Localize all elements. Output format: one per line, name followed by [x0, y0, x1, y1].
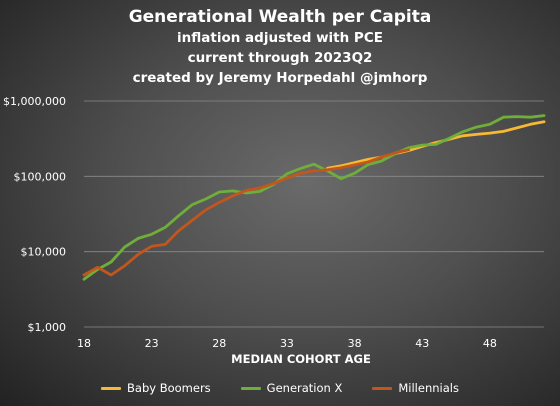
legend-label-generation-x: Generation X	[266, 381, 343, 395]
x-tick-label: 18	[77, 337, 91, 350]
legend-label-millennials: Millennials	[398, 381, 459, 395]
chart-subtitle-line-1: inflation adjusted with PCE	[177, 30, 383, 46]
y-tick-label: $10,000	[21, 246, 67, 259]
legend: Baby Boomers Generation X Millennials	[0, 381, 560, 395]
chart-titles: Generational Wealth per Capita inflation…	[0, 6, 560, 88]
axes: $1,000 $10,000 $100,000 $1,000,000 18 23 28 33 3…	[3, 95, 497, 350]
legend-label-baby-boomers: Baby Boomers	[127, 381, 211, 395]
x-tick-label: 23	[145, 337, 159, 350]
x-tick-label: 28	[212, 337, 226, 350]
x-tick-label: 38	[348, 337, 362, 350]
legend-swatch-millennials	[372, 386, 393, 390]
series-line-generation-x	[82, 114, 546, 281]
x-tick-label: 43	[415, 337, 429, 350]
series-lines	[82, 114, 546, 281]
x-tick-label: 33	[280, 337, 294, 350]
gridlines	[84, 100, 544, 328]
chart-title: Generational Wealth per Capita	[128, 7, 432, 27]
x-axis-title: MEDIAN COHORT AGE	[231, 352, 371, 366]
chart-subtitle-line-3: created by Jeremy Horpedahl @jmhorp	[132, 70, 428, 86]
x-tick-label: 48	[483, 337, 497, 350]
legend-swatch-baby-boomers	[101, 386, 122, 390]
legend-item-millennials: Millennials	[372, 381, 459, 395]
series-line-millennials	[82, 148, 411, 277]
legend-item-baby-boomers: Baby Boomers	[101, 381, 211, 395]
chart-subtitle-line-2: current through 2023Q2	[187, 50, 373, 66]
legend-item-generation-x: Generation X	[240, 381, 343, 395]
y-tick-label: $1,000,000	[3, 95, 66, 108]
y-tick-label: $100,000	[14, 170, 67, 183]
y-tick-label: $1,000	[28, 321, 67, 334]
series-line-baby-boomers	[326, 120, 546, 170]
legend-swatch-generation-x	[240, 386, 261, 390]
